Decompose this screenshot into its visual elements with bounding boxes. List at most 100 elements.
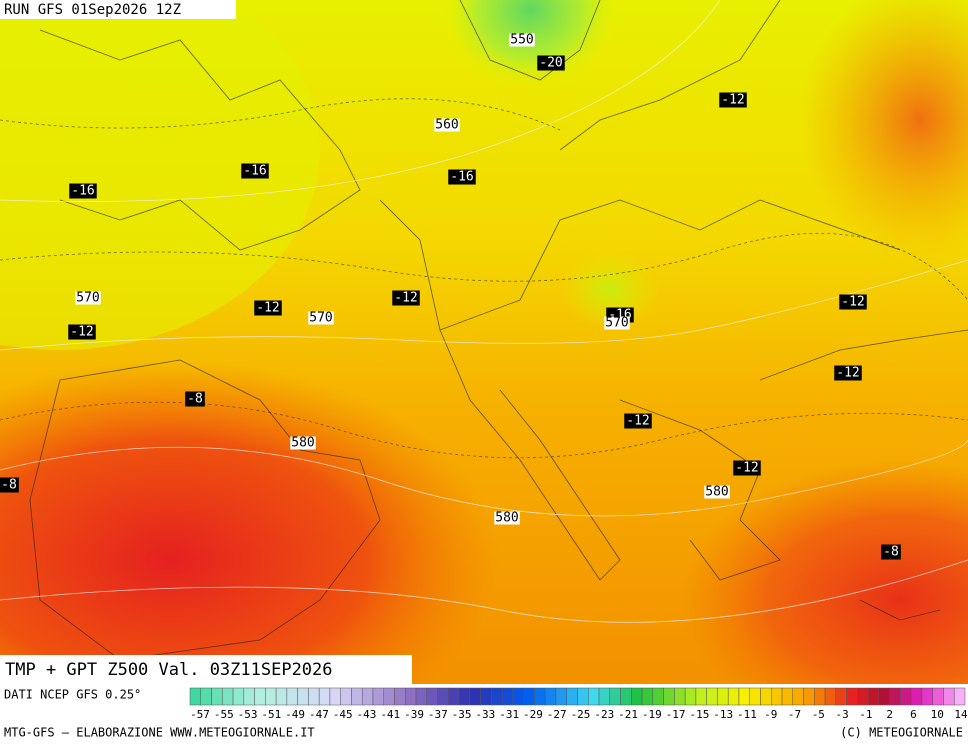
temperature-label: -8 <box>1 478 17 493</box>
scale-swatch <box>771 687 783 706</box>
height-label-box <box>434 118 460 132</box>
scale-swatch <box>652 687 664 706</box>
scale-label: 14 <box>954 708 968 721</box>
scale-swatch <box>308 687 320 706</box>
height-label: 560 <box>435 118 458 133</box>
height-label: 570 <box>605 316 628 331</box>
scale-swatch <box>953 687 966 706</box>
scale-swatch <box>566 687 578 706</box>
scale-label: 2 <box>886 708 893 721</box>
scale-swatch <box>878 687 890 706</box>
scale-swatch <box>814 687 826 706</box>
scale-swatch <box>501 687 514 706</box>
scale-swatch <box>340 687 352 706</box>
temperature-label-box <box>624 413 652 429</box>
scale-swatch <box>695 687 707 706</box>
scale-swatch <box>523 687 535 706</box>
height-label-box <box>494 511 520 525</box>
temperature-label-box <box>254 300 282 316</box>
scale-swatch <box>846 687 858 706</box>
scale-swatch <box>824 687 837 706</box>
scale-label: -45 <box>333 708 353 721</box>
scale-swatch <box>275 687 288 706</box>
scale-label: -5 <box>812 708 825 721</box>
run-info: RUN GFS 01Sep2026 12Z <box>4 2 181 18</box>
scale-swatch <box>857 687 869 706</box>
height-label-box <box>308 311 334 325</box>
scale-swatch <box>512 687 524 706</box>
credit: MTG-GFS — ELABORAZIONE WWW.METEOGIORNALE… <box>4 726 315 740</box>
scale-label: -57 <box>190 708 210 721</box>
temperature-label-box <box>834 365 862 381</box>
temperature-label-box <box>719 92 747 108</box>
scale-label: -21 <box>618 708 638 721</box>
scale-label: 6 <box>910 708 917 721</box>
scale-label: -31 <box>499 708 519 721</box>
scale-swatch <box>254 687 266 706</box>
height-label: 570 <box>76 291 99 306</box>
temperature-label-box <box>392 290 420 306</box>
scale-swatch <box>351 687 363 706</box>
copyright: (C) METEOGIORNALE <box>840 726 963 740</box>
contour-labels: -20-12-16 -16-16-12-12 -12-12-16-12-8-12-1… <box>0 33 901 560</box>
scale-swatch <box>663 687 675 706</box>
scale-label: -43 <box>357 708 377 721</box>
height-label: 580 <box>705 485 728 500</box>
scale-swatch <box>889 687 901 706</box>
scale-swatch <box>792 687 804 706</box>
temperature-label-box <box>241 163 269 179</box>
temperature-label: -12 <box>836 366 859 381</box>
header-box <box>0 0 236 19</box>
scale-swatch <box>631 687 643 706</box>
scale-label: -55 <box>214 708 234 721</box>
height-label: 570 <box>309 311 332 326</box>
scale-swatch <box>706 687 718 706</box>
scale-swatch <box>222 687 234 706</box>
scale-swatch <box>297 687 309 706</box>
scale-label: -29 <box>523 708 543 721</box>
height-label-box <box>509 33 535 47</box>
scale-swatch <box>232 687 245 706</box>
height-label-box <box>75 291 101 305</box>
scale-swatch <box>286 687 298 706</box>
scale-label: 10 <box>931 708 944 721</box>
scale-swatch <box>577 687 589 706</box>
scale-swatch <box>448 687 460 706</box>
scale-label: -15 <box>689 708 709 721</box>
scale-label: -35 <box>452 708 472 721</box>
temperature-label-box <box>448 169 476 185</box>
scale-label: -51 <box>261 708 281 721</box>
scale-swatch <box>943 687 955 706</box>
temperature-label-box <box>69 183 97 199</box>
scale-swatch <box>867 687 880 706</box>
scale-label: -9 <box>764 708 777 721</box>
temperature-label-box <box>733 460 761 476</box>
scale-swatch <box>932 687 944 706</box>
scale-label: -39 <box>404 708 424 721</box>
temperature-label: -8 <box>187 392 203 407</box>
data-source: DATI NCEP GFS 0.25° <box>4 688 141 702</box>
scale-swatch <box>534 687 546 706</box>
scale-swatch <box>738 687 750 706</box>
scale-label: -19 <box>642 708 662 721</box>
scale-swatch <box>211 687 223 706</box>
temperature-label: -12 <box>626 414 649 429</box>
temperature-label-box <box>185 391 205 407</box>
scale-label: -23 <box>594 708 614 721</box>
temperature-label: -12 <box>841 295 864 310</box>
scale-swatch <box>329 687 341 706</box>
height-label: 580 <box>495 511 518 526</box>
height-label-box <box>604 316 630 330</box>
temperature-label-box <box>537 55 565 71</box>
temperature-label-box <box>881 544 901 560</box>
scale-swatch <box>458 687 471 706</box>
map-title: TMP + GPT Z500 Val. 03Z11SEP2026 <box>5 660 333 680</box>
scale-swatch <box>189 687 202 706</box>
scale-label: -3 <box>835 708 848 721</box>
scale-swatch <box>900 687 912 706</box>
height-label: 580 <box>291 436 314 451</box>
scale-label: -33 <box>475 708 495 721</box>
scale-swatch <box>555 687 567 706</box>
